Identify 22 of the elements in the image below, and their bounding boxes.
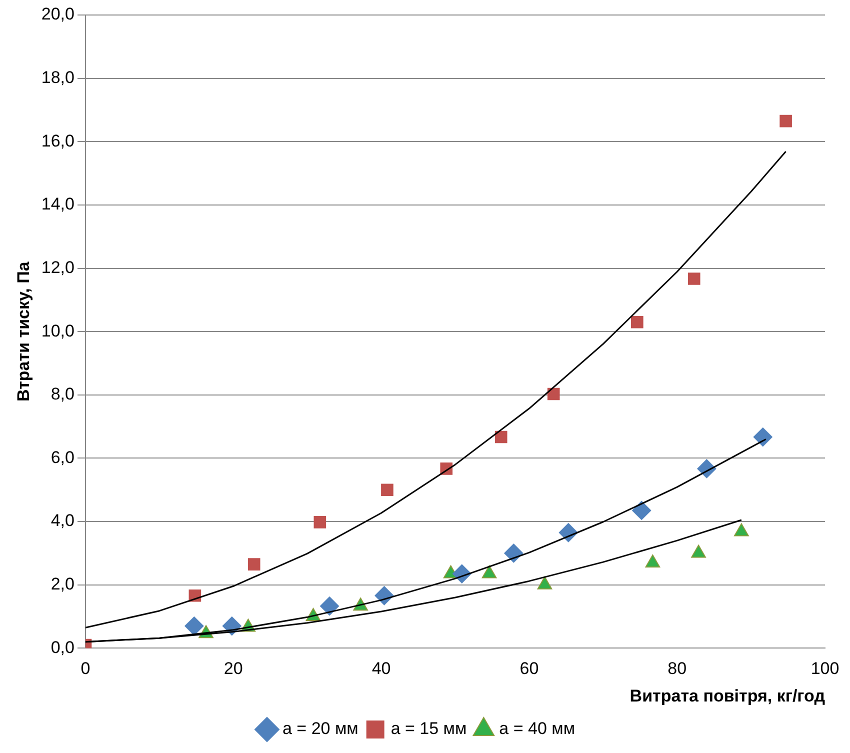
- x-tick-label: 0: [80, 659, 90, 678]
- y-tick-label: 10,0: [41, 321, 74, 340]
- y-tick-label: 8,0: [50, 384, 74, 404]
- y-tick-label: 2,0: [50, 574, 74, 594]
- legend-label: a = 15 мм: [390, 719, 467, 738]
- legend-label: a = 40 мм: [499, 719, 576, 738]
- x-tick-label: 80: [668, 659, 687, 678]
- x-tick-label: 20: [224, 659, 243, 678]
- y-tick-label: 14,0: [41, 194, 74, 214]
- y-tick-label: 4,0: [50, 511, 74, 530]
- y-tick-label: 6,0: [50, 448, 74, 467]
- y-tick-label: 0,0: [50, 638, 74, 657]
- x-tick-label: 100: [810, 659, 840, 678]
- y-axis-title: Втрати тиску, Па: [14, 261, 33, 402]
- x-tick-label: 60: [520, 659, 539, 678]
- legend-label: a = 20 мм: [282, 719, 358, 738]
- x-tick-label: 40: [372, 659, 391, 678]
- y-tick-label: 16,0: [41, 131, 74, 150]
- y-tick-label: 12,0: [41, 258, 74, 277]
- y-tick-label: 18,0: [41, 68, 74, 88]
- y-tick-label: 20,0: [41, 4, 74, 24]
- x-axis-title: Витрата повітря, кг/год: [630, 686, 826, 706]
